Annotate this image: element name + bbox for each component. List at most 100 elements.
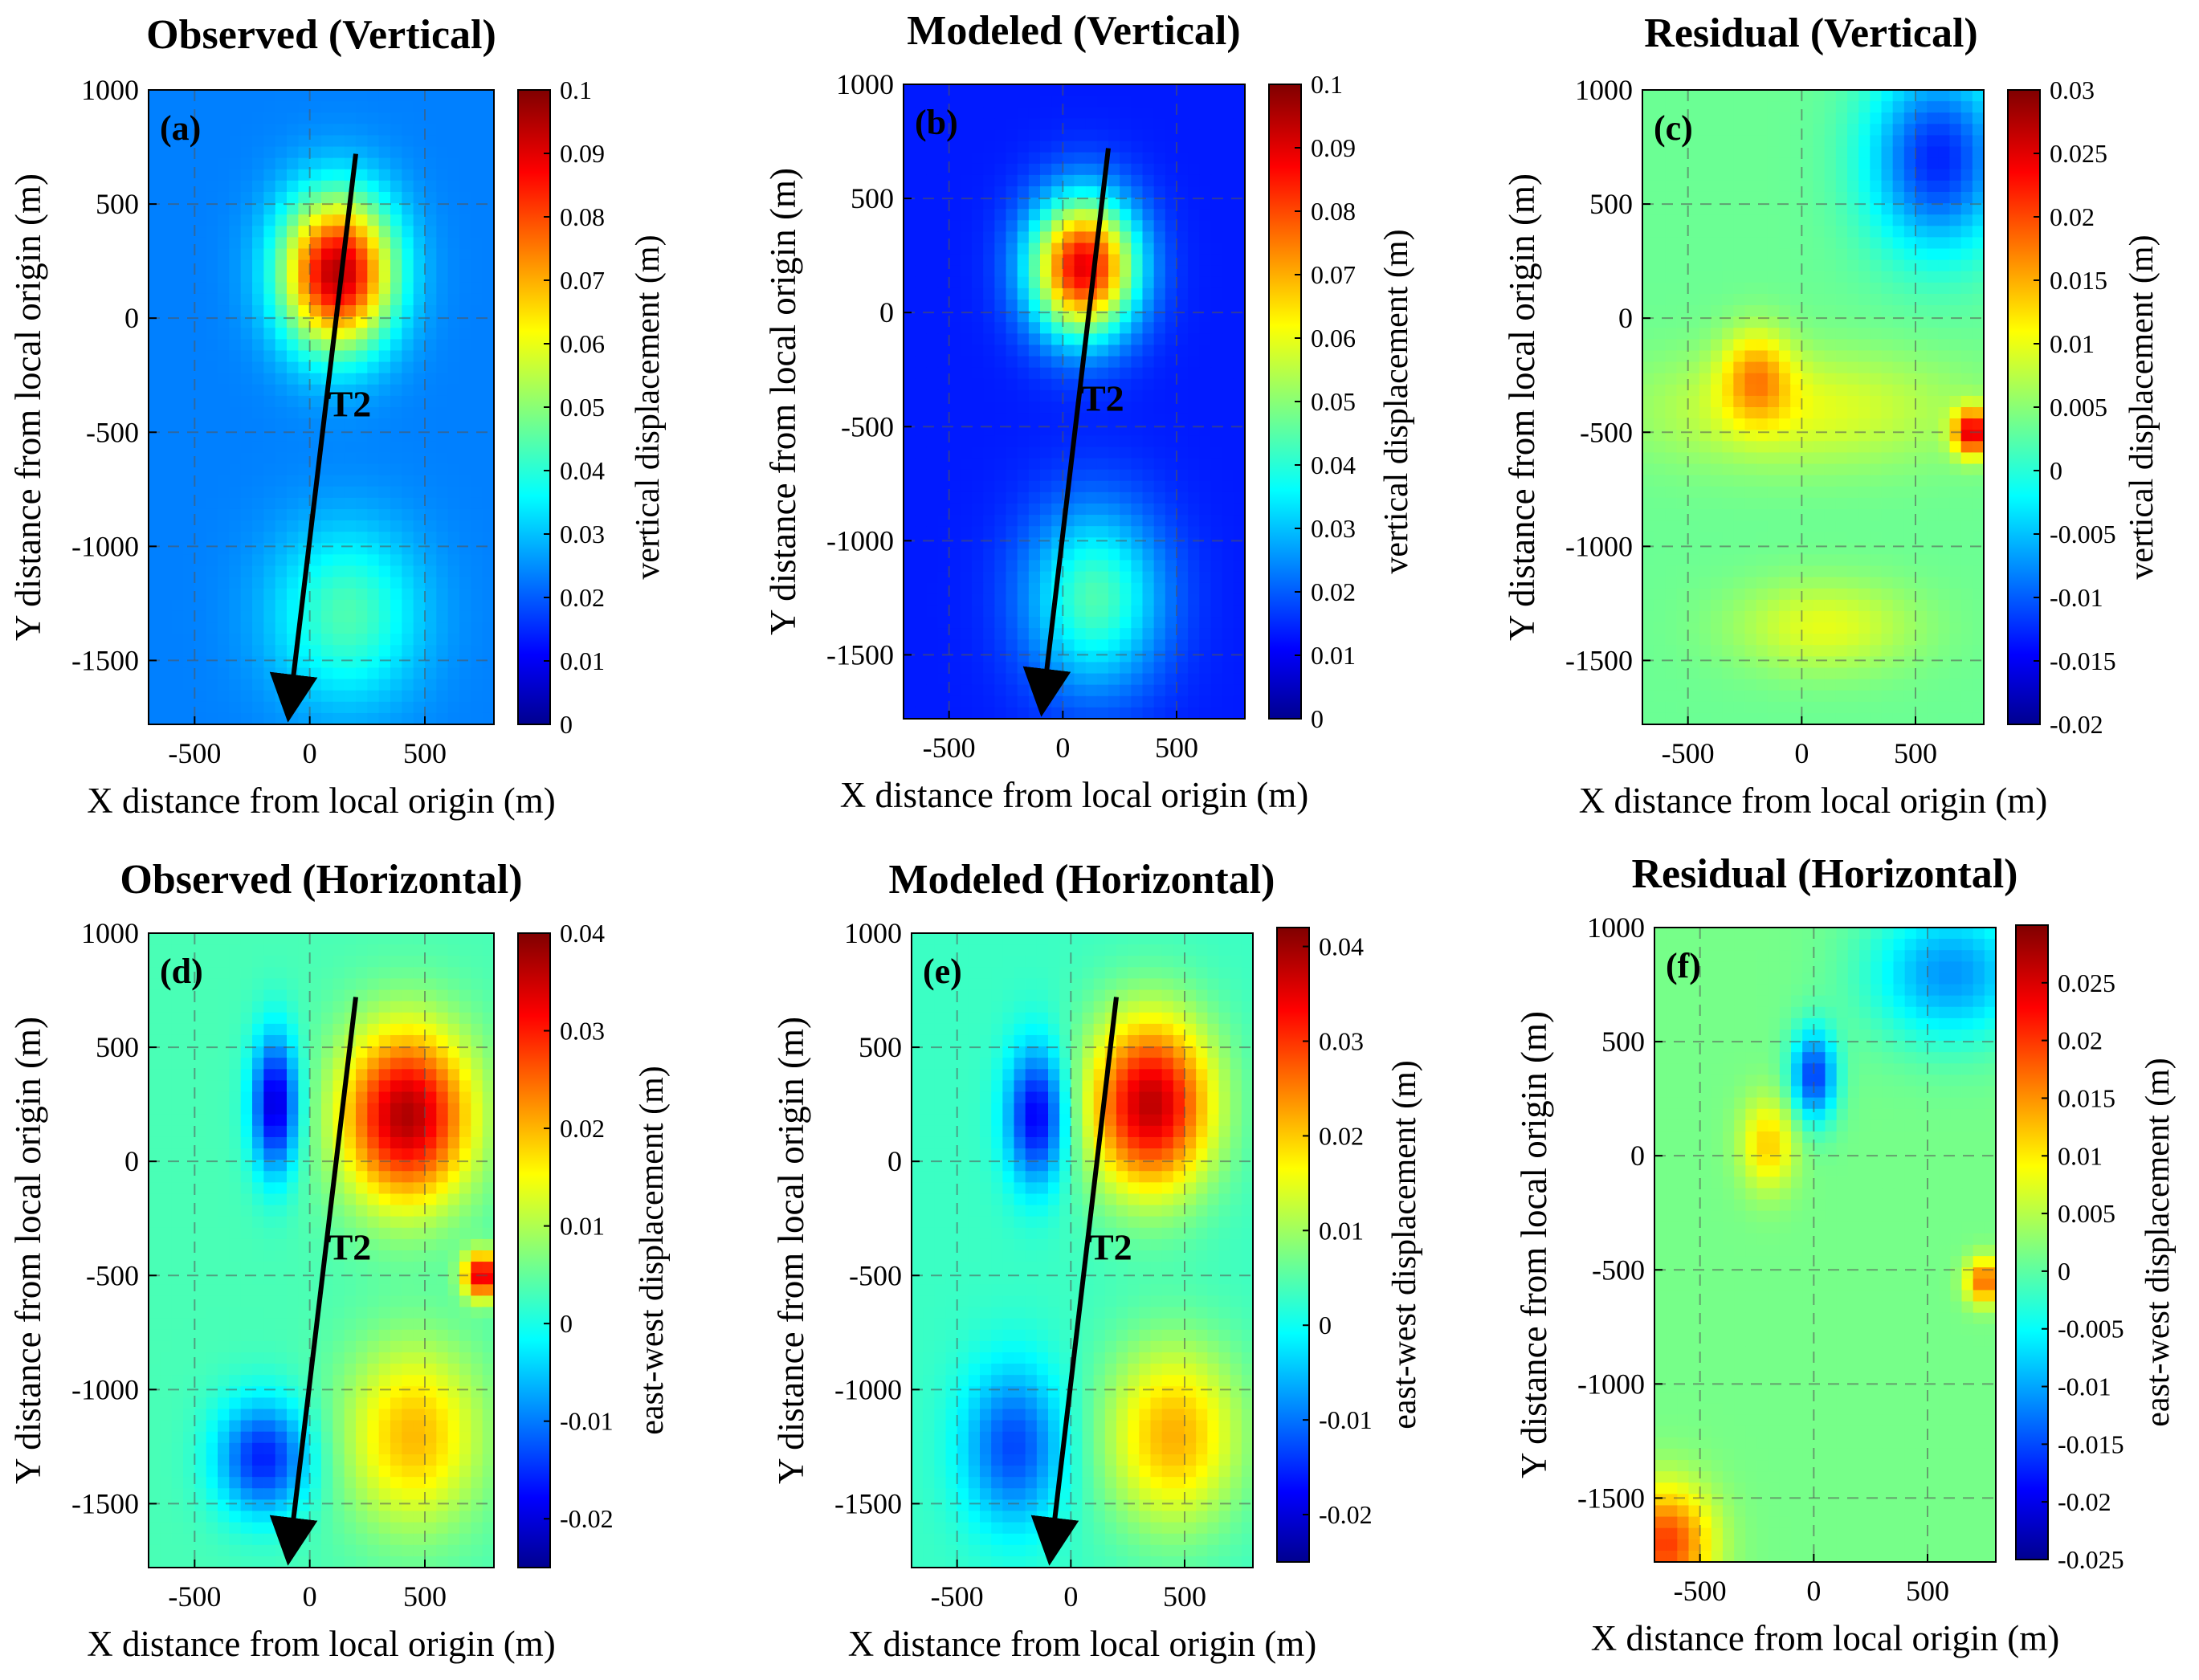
heatmap-cell [1233, 322, 1246, 334]
heatmap-cell [1801, 282, 1814, 295]
heatmap-cell [1699, 361, 1711, 374]
heatmap-cell [333, 112, 345, 124]
heatmap-cell [240, 339, 253, 352]
heatmap-cell [1892, 543, 1905, 555]
heatmap-cell [994, 107, 1007, 119]
heatmap-cell [482, 259, 495, 272]
heatmap-cell [252, 293, 264, 306]
heatmap-cell [275, 712, 288, 725]
heatmap-cell [1711, 180, 1723, 193]
heatmap-cell [1642, 146, 1654, 159]
heatmap-cell [275, 203, 288, 215]
heatmap-cell [367, 565, 380, 578]
heatmap-cell [1711, 293, 1723, 306]
heatmap-cell [1210, 287, 1223, 300]
heatmap-cell [1676, 271, 1689, 283]
heatmap-cell [1040, 322, 1052, 334]
heatmap-cell [356, 712, 368, 725]
heatmap-cell [926, 413, 939, 425]
heatmap-cell [194, 656, 207, 669]
heatmap-cell [240, 588, 253, 601]
heatmap-cell [1722, 361, 1734, 374]
heatmap-cell [1177, 435, 1189, 448]
heatmap-cell [1733, 259, 1746, 272]
heatmap-cell [229, 316, 242, 328]
heatmap-cell [904, 447, 916, 459]
heatmap-cell [1142, 684, 1155, 697]
heatmap-cell [447, 124, 460, 137]
heatmap-cell [229, 520, 242, 532]
heatmap-cell [1177, 447, 1189, 459]
heatmap-cell [1847, 520, 1859, 532]
heatmap-cell [904, 673, 916, 686]
heatmap-cell [298, 214, 311, 226]
heatmap-cell [1915, 305, 1928, 317]
heatmap-cell [1165, 548, 1177, 561]
heatmap-cell [309, 407, 322, 419]
heatmap-cell [904, 378, 916, 391]
heatmap-cell [1233, 515, 1246, 527]
heatmap-cell [1210, 186, 1223, 198]
heatmap-cell [915, 458, 927, 471]
heatmap-cell [1687, 191, 1700, 204]
heatmap-cell [1903, 203, 1916, 215]
heatmap-cell [218, 271, 230, 283]
heatmap-cell [1006, 118, 1018, 131]
heatmap-cell [321, 305, 333, 317]
heatmap-cell [390, 634, 402, 646]
heatmap-cell [1665, 452, 1678, 465]
heatmap-cell [1165, 447, 1177, 459]
heatmap-cell [937, 345, 950, 357]
heatmap-cell [1915, 407, 1928, 419]
heatmap-cell [275, 701, 288, 714]
heatmap-cell [321, 554, 333, 567]
heatmap-cell [1017, 458, 1030, 471]
heatmap-cell [915, 254, 927, 267]
heatmap-cell [1835, 191, 1848, 204]
heatmap-cell [367, 169, 380, 181]
heatmap-cell [333, 180, 345, 193]
heatmap-cell [1074, 311, 1087, 323]
heatmap-cell [1120, 287, 1132, 300]
heatmap-cell [252, 157, 264, 170]
heatmap-cell [983, 515, 995, 527]
heatmap-cell [1210, 402, 1223, 414]
heatmap-cell [1676, 588, 1689, 601]
heatmap-cell [1733, 169, 1746, 181]
heatmap-cell [1028, 389, 1041, 402]
heatmap-cell [1699, 577, 1711, 589]
heatmap-cell [1699, 237, 1711, 250]
heatmap-cell [298, 645, 311, 657]
heatmap-cell [413, 226, 426, 238]
heatmap-cell [425, 90, 437, 102]
heatmap-cell [333, 610, 345, 623]
heatmap-cell [904, 311, 916, 323]
heatmap-cell [390, 259, 402, 272]
heatmap-cell [1972, 610, 1985, 623]
heatmap-cell [1892, 316, 1905, 328]
heatmap-cell [1790, 373, 1802, 385]
heatmap-cell [160, 667, 173, 680]
heatmap-cell [171, 532, 184, 544]
heatmap-cell [1938, 475, 1951, 487]
heatmap-cell [960, 458, 973, 471]
heatmap-cell [160, 645, 173, 657]
heatmap-cell [1687, 656, 1700, 669]
heatmap-cell [459, 712, 471, 725]
heatmap-cell [482, 305, 495, 317]
heatmap-cell [436, 634, 449, 646]
heatmap-cell [298, 191, 311, 204]
heatmap-cell [1165, 287, 1177, 300]
heatmap-cell [937, 300, 950, 312]
heatmap-cell [436, 656, 449, 669]
heatmap-cell [1642, 90, 1654, 102]
heatmap-cell [904, 231, 916, 244]
heatmap-cell [171, 441, 184, 454]
heatmap-cell [402, 486, 414, 499]
heatmap-cell [1801, 328, 1814, 340]
heatmap-cell [1790, 157, 1802, 170]
heatmap-cell [904, 503, 916, 516]
heatmap-cell [1892, 486, 1905, 499]
heatmap-cell [194, 101, 207, 113]
heatmap-cell [1915, 508, 1928, 521]
